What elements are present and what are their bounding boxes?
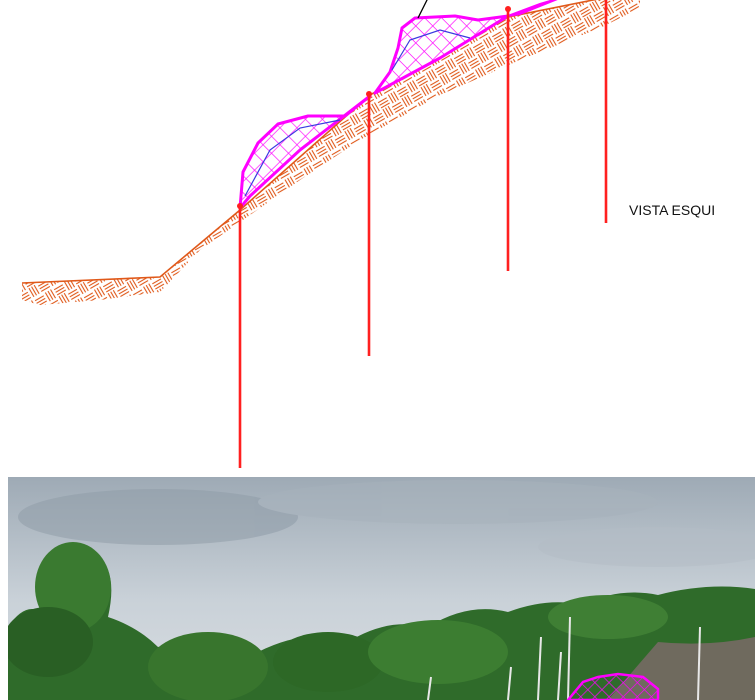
anchor-poles	[427, 616, 701, 700]
callout-leader-line	[417, 0, 428, 19]
view-label: VISTA ESQUI	[629, 202, 716, 218]
slope-photo	[8, 477, 755, 700]
net-bulge-lower	[238, 94, 372, 210]
slope-section-diagram	[21, 0, 640, 468]
anchor-1	[237, 203, 243, 468]
anchor-3	[505, 6, 511, 271]
clouds	[18, 480, 755, 567]
net-top-strip	[507, 0, 558, 17]
soil-layer	[21, 0, 640, 305]
photo-net-overlay	[566, 672, 660, 700]
net-bulge-upper	[373, 14, 510, 95]
anchor-2	[366, 91, 372, 356]
